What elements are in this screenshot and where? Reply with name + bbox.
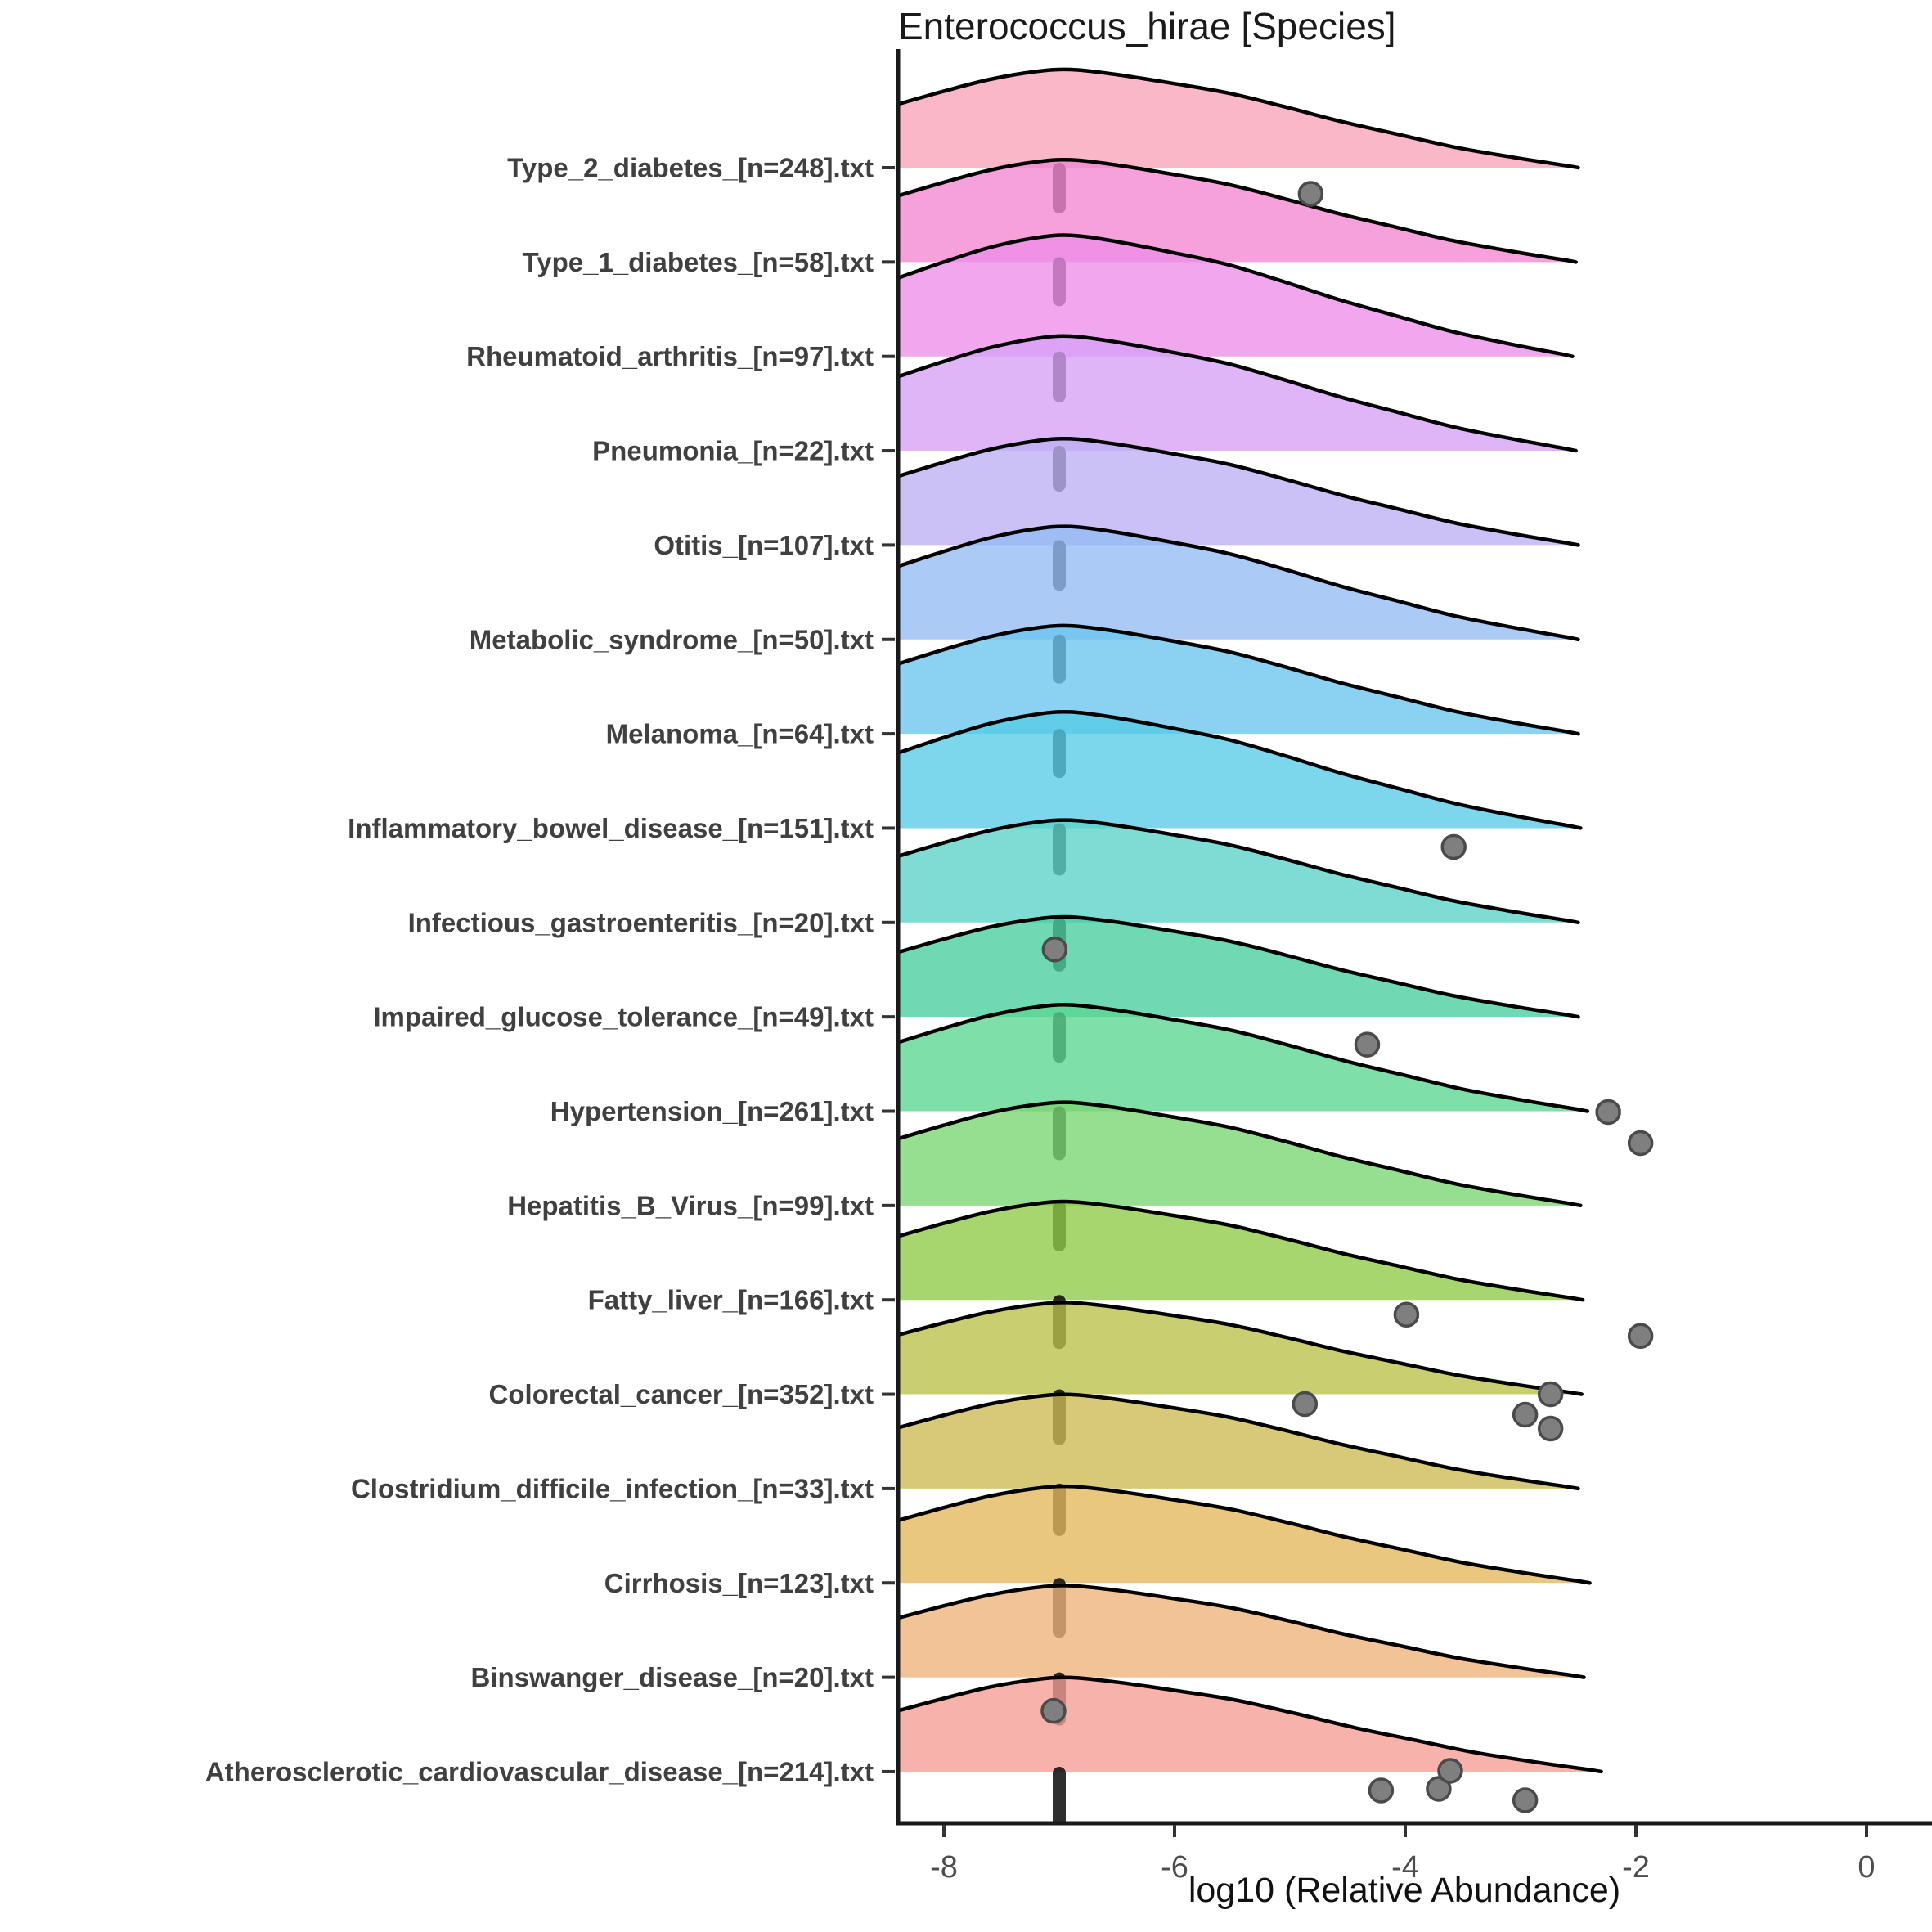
category-label: Binswanger_disease_[n=20].txt: [471, 1662, 874, 1692]
x-tick-label: -2: [1622, 1850, 1650, 1885]
ridge-outline: [896, 1100, 1583, 1208]
ridge-area: [896, 712, 1581, 829]
ridge-outline: [896, 623, 1580, 736]
ridge-outline: [896, 436, 1580, 547]
outlier-dot: [1354, 1031, 1381, 1058]
ridge-outline: [896, 1199, 1585, 1302]
ridge-area: [896, 1004, 1588, 1112]
ridge-area: [896, 69, 1579, 168]
category-label: Cirrhosis_[n=123].txt: [604, 1568, 874, 1598]
ridges-group: [896, 67, 1603, 1824]
ridge-outline: [896, 1675, 1603, 1774]
ridge-outline: [896, 818, 1580, 925]
outlier-dot: [1440, 833, 1467, 860]
category-label: Inflammatory_bowel_disease_[n=151].txt: [348, 813, 874, 843]
marks-group: [1040, 181, 1654, 1813]
category-label: Melanoma_[n=64].txt: [606, 719, 874, 749]
ridge-outline: [896, 334, 1578, 453]
outlier-dot: [1627, 1323, 1654, 1349]
outlier-dot: [1040, 1697, 1067, 1724]
category-label: Rheumatoid_arthritis_[n=97].txt: [466, 341, 874, 371]
ridge-area: [896, 1102, 1581, 1206]
category-label: Pneumonia_[n=22].txt: [592, 436, 874, 466]
ridge-outline: [896, 1584, 1586, 1679]
outlier-dot: [1627, 1130, 1654, 1157]
outlier-dot: [1537, 1381, 1564, 1408]
category-label: Infectious_gastroenteritis_[n=20].txt: [408, 907, 874, 937]
outlier-dot: [1512, 1401, 1539, 1428]
category-label: Hypertension_[n=261].txt: [550, 1096, 874, 1126]
ridge-outline: [896, 1392, 1580, 1491]
ridge-outline: [896, 524, 1580, 642]
ridge-area: [896, 1394, 1579, 1489]
ridge-area: [896, 1202, 1584, 1301]
category-label: Type_2_diabetes_[n=248].txt: [507, 153, 874, 183]
outlier-dot: [1292, 1391, 1319, 1418]
category-label: Atherosclerotic_cardiovascular_disease_[…: [205, 1756, 874, 1786]
x-axis-title: log10 (Relative Abundance): [1188, 1871, 1620, 1910]
category-label: Otitis_[n=107].txt: [654, 530, 874, 560]
ridge-area: [896, 335, 1576, 452]
x-tick-label: -6: [1161, 1850, 1188, 1885]
ridge-outline: [896, 233, 1575, 358]
category-label: Fatty_liver_[n=166].txt: [588, 1285, 874, 1315]
ridge-area: [896, 235, 1573, 357]
outlier-dot: [1368, 1777, 1395, 1804]
ridge-area: [896, 1585, 1584, 1678]
ridge-outline: [896, 157, 1578, 264]
category-label: Type_1_diabetes_[n=58].txt: [523, 247, 874, 277]
ridge-area: [896, 625, 1579, 735]
ridge-area: [896, 820, 1579, 923]
ridge-area: [896, 438, 1579, 546]
ridge-outline: [896, 67, 1580, 170]
x-tick-label: -8: [930, 1850, 958, 1885]
outlier-dot: [1595, 1099, 1621, 1126]
ridge-area: [896, 1302, 1582, 1395]
outlier-dot: [1537, 1415, 1564, 1442]
category-label: Hepatitis_B_Virus_[n=99].txt: [507, 1190, 874, 1220]
outlier-dot: [1512, 1787, 1539, 1813]
category-label: Impaired_glucose_tolerance_[n=49].txt: [373, 1002, 874, 1032]
category-label: Clostridium_difficile_infection_[n=33].t…: [351, 1473, 874, 1503]
outlier-dot: [1041, 937, 1068, 963]
ridge-outline: [896, 1484, 1592, 1585]
ridge-outline: [896, 1003, 1590, 1113]
ridge-area: [896, 1677, 1602, 1772]
category-label: Colorectal_cancer_[n=352].txt: [489, 1379, 874, 1409]
axis-group: -8 -6 -4 -2 0 Type_2_diabetes_[n=248].txt Type…: [205, 49, 1932, 1885]
outlier-dot: [1426, 1776, 1452, 1802]
category-label: Metabolic_syndrome_[n=50].txt: [470, 624, 874, 654]
ridge-area: [896, 1486, 1590, 1584]
x-tick-label: -4: [1391, 1850, 1419, 1885]
ridge-area: [896, 916, 1579, 1018]
ridge-outline: [896, 1301, 1584, 1396]
outlier-dot: [1393, 1301, 1420, 1328]
x-tick-label: 0: [1858, 1850, 1875, 1885]
chart-title: Enterococcus_hirae [Species]: [898, 5, 1396, 47]
ridge-area: [896, 526, 1579, 640]
outlier-dot: [1437, 1758, 1463, 1784]
ridge-outline: [896, 709, 1583, 830]
ridge-outline: [896, 914, 1580, 1019]
outlier-dot: [1297, 181, 1324, 207]
